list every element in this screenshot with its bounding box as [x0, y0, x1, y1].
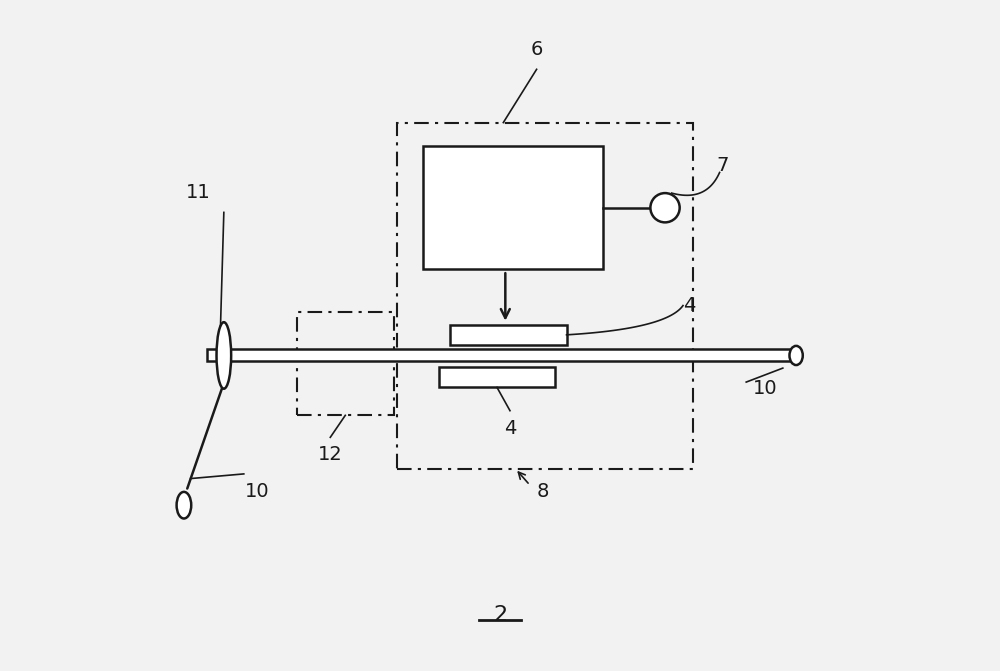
- Ellipse shape: [217, 322, 231, 389]
- Ellipse shape: [177, 492, 191, 519]
- Text: 8: 8: [537, 482, 549, 501]
- Bar: [450, 325, 567, 345]
- Bar: [439, 368, 555, 387]
- Text: 4: 4: [504, 419, 516, 437]
- Bar: [423, 146, 603, 269]
- Bar: [297, 312, 394, 415]
- Text: 4: 4: [683, 296, 695, 315]
- Ellipse shape: [789, 346, 803, 365]
- Bar: [207, 350, 796, 362]
- Text: 10: 10: [245, 482, 269, 501]
- Text: 6: 6: [530, 40, 543, 59]
- Bar: [397, 123, 693, 468]
- Text: 10: 10: [753, 379, 777, 398]
- Text: 2: 2: [493, 605, 507, 625]
- Text: 7: 7: [716, 156, 729, 175]
- Circle shape: [650, 193, 680, 222]
- Text: 12: 12: [318, 446, 343, 464]
- Text: 11: 11: [186, 183, 211, 203]
